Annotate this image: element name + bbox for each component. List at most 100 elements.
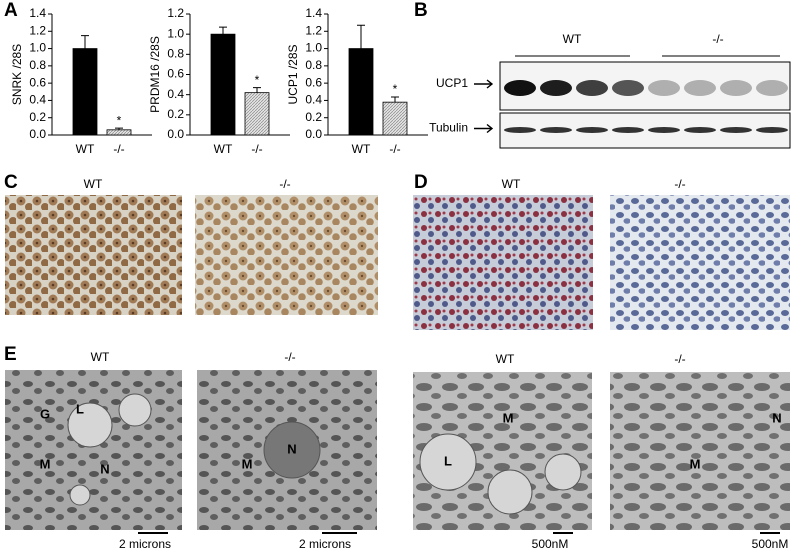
image-title: WT — [84, 177, 103, 191]
lipid-droplet — [69, 484, 91, 506]
image-marker: L — [76, 401, 84, 416]
scale-label: 2 microns — [119, 537, 171, 551]
micrograph — [610, 372, 790, 530]
lipid-droplet — [544, 453, 582, 491]
y-tick-label: 1.4 — [29, 6, 46, 20]
image-title: WT — [496, 352, 515, 366]
y-tick-label: 1.4 — [305, 6, 322, 20]
lipid-droplet — [118, 393, 152, 427]
group-label: -/- — [712, 32, 723, 46]
panel-label: A — [4, 0, 18, 21]
image-marker: N — [287, 441, 296, 456]
image-marker: M — [503, 410, 514, 425]
bar — [244, 92, 270, 136]
group-label: WT — [563, 32, 582, 46]
y-tick-label: 1.2 — [305, 23, 322, 37]
x-tick-label: -/- — [113, 142, 124, 156]
error-bar — [219, 26, 227, 35]
image-marker: N — [772, 410, 781, 425]
y-tick-label: 0.0 — [167, 127, 184, 141]
panel-label: B — [414, 0, 428, 21]
panel-label: E — [4, 344, 17, 365]
y-axis-label: UCP1 /28S — [286, 44, 300, 104]
significance: * — [393, 82, 398, 96]
lipid-droplet — [487, 469, 533, 515]
scale-label: 2 microns — [299, 537, 351, 551]
y-tick-label: 0.4 — [305, 93, 322, 107]
y-tick-label: 0.2 — [29, 110, 46, 124]
y-tick-label: 1.0 — [167, 26, 184, 40]
bar — [106, 129, 132, 136]
micrograph — [5, 195, 182, 315]
y-tick-label: 0.2 — [167, 107, 184, 121]
blot-row-label: UCP1 — [436, 76, 468, 90]
error-bar — [391, 96, 399, 103]
bar — [72, 48, 98, 136]
x-tick-label: -/- — [251, 142, 262, 156]
y-axis-label: SNRK /28S — [10, 44, 24, 105]
panel-label: D — [414, 172, 428, 193]
micrograph — [610, 195, 790, 330]
y-axis-label: PRDM16 /28S — [148, 36, 162, 113]
y-tick-label: 0.2 — [305, 110, 322, 124]
scale-label: 500nM — [752, 537, 789, 551]
band — [720, 80, 752, 96]
image-title: -/- — [674, 177, 685, 191]
y-tick-label: 0.6 — [305, 75, 322, 89]
bar — [348, 48, 374, 136]
band — [504, 127, 536, 133]
scale-label: 500nM — [532, 537, 569, 551]
image-marker: M — [242, 456, 253, 471]
y-tick-label: 0.0 — [29, 127, 46, 141]
y-tick-label: 0.4 — [167, 87, 184, 101]
x-tick-label: WT — [214, 142, 233, 156]
lipid-droplet — [263, 421, 321, 479]
y-tick-label: 1.2 — [167, 6, 184, 20]
y-tick-label: 0.8 — [29, 58, 46, 72]
image-title: -/- — [279, 177, 290, 191]
x-tick-label: -/- — [389, 142, 400, 156]
significance: * — [255, 73, 260, 87]
band — [504, 80, 536, 96]
image-marker: G — [40, 406, 50, 421]
y-tick-label: 0.6 — [167, 67, 184, 81]
band — [612, 127, 644, 133]
band — [540, 127, 572, 133]
bar — [210, 33, 236, 136]
micrograph — [5, 370, 182, 530]
micrograph — [413, 195, 593, 330]
lipid-droplet — [419, 433, 477, 491]
bar — [382, 101, 408, 136]
image-title: WT — [91, 350, 110, 364]
y-tick-label: 1.0 — [305, 41, 322, 55]
image-title: -/- — [674, 352, 685, 366]
band — [612, 80, 644, 96]
band — [576, 80, 608, 96]
image-marker: L — [444, 453, 452, 468]
image-marker: M — [40, 456, 51, 471]
y-tick-label: 0.8 — [305, 58, 322, 72]
x-tick-label: WT — [76, 142, 95, 156]
y-tick-label: 0.4 — [29, 93, 46, 107]
y-tick-label: 0.6 — [29, 75, 46, 89]
error-bar — [357, 24, 365, 49]
band — [540, 80, 572, 96]
error-bar — [81, 35, 89, 49]
band — [720, 127, 752, 133]
micrograph — [195, 195, 378, 315]
lipid-droplet — [67, 402, 113, 448]
band — [756, 127, 788, 133]
band — [684, 80, 716, 96]
band — [756, 80, 788, 96]
arrow — [474, 123, 494, 134]
band — [684, 127, 716, 133]
band — [648, 127, 680, 133]
image-marker: M — [690, 456, 701, 471]
y-tick-label: 1.2 — [29, 23, 46, 37]
y-tick-label: 0.8 — [167, 47, 184, 61]
y-tick-label: 0.0 — [305, 127, 322, 141]
panel-label: C — [4, 172, 18, 193]
band — [576, 127, 608, 133]
x-tick-label: WT — [352, 142, 371, 156]
